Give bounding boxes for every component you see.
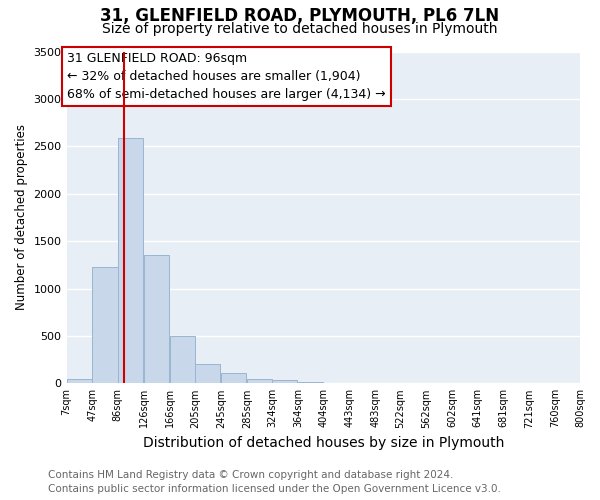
Text: 31, GLENFIELD ROAD, PLYMOUTH, PL6 7LN: 31, GLENFIELD ROAD, PLYMOUTH, PL6 7LN <box>100 8 500 26</box>
Text: Contains HM Land Registry data © Crown copyright and database right 2024.
Contai: Contains HM Land Registry data © Crown c… <box>48 470 501 494</box>
Bar <box>170 336 195 384</box>
Bar <box>272 380 298 384</box>
Bar <box>67 378 92 384</box>
Bar <box>143 256 169 384</box>
Bar <box>247 378 272 384</box>
X-axis label: Distribution of detached houses by size in Plymouth: Distribution of detached houses by size … <box>143 436 504 450</box>
Bar <box>221 374 246 384</box>
Text: Size of property relative to detached houses in Plymouth: Size of property relative to detached ho… <box>102 22 498 36</box>
Bar <box>298 382 323 384</box>
Y-axis label: Number of detached properties: Number of detached properties <box>15 124 28 310</box>
Bar <box>118 138 143 384</box>
Text: 31 GLENFIELD ROAD: 96sqm
← 32% of detached houses are smaller (1,904)
68% of sem: 31 GLENFIELD ROAD: 96sqm ← 32% of detach… <box>67 52 386 102</box>
Bar <box>92 266 118 384</box>
Bar <box>195 364 220 384</box>
